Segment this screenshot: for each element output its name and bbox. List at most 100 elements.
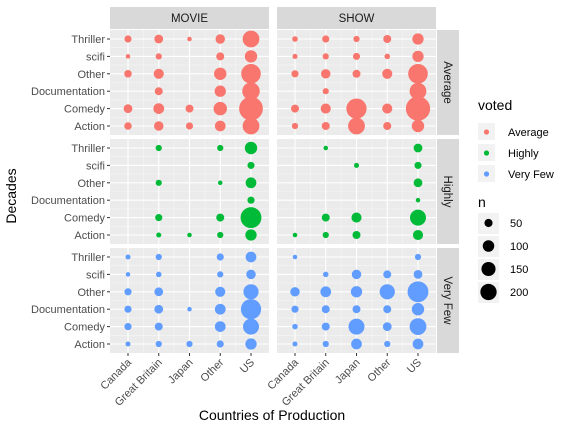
- data-point: [154, 121, 164, 131]
- data-point: [411, 119, 425, 133]
- data-point: [292, 232, 298, 238]
- legend-size-dot: [482, 240, 495, 252]
- data-point: [217, 144, 224, 152]
- data-point: [243, 284, 259, 300]
- data-point: [413, 178, 423, 188]
- data-point: [384, 340, 391, 348]
- color-legend-keys: Average Highly Very Few: [478, 123, 554, 182]
- strip-background: [437, 248, 459, 353]
- panel-movie-average: [110, 30, 269, 135]
- y-tick-label: Comedy: [64, 104, 105, 116]
- data-point: [320, 286, 332, 298]
- data-point: [124, 122, 132, 130]
- row-strip-highly: Highly: [437, 139, 459, 244]
- data-point: [155, 253, 162, 261]
- data-point: [125, 254, 131, 260]
- data-point: [322, 271, 329, 278]
- data-point: [408, 64, 428, 84]
- data-point: [414, 161, 422, 169]
- data-point: [409, 318, 427, 335]
- data-point: [241, 64, 261, 84]
- data-point: [383, 122, 392, 130]
- data-point: [187, 36, 192, 42]
- x-tick-label: US: [238, 357, 257, 376]
- data-point: [154, 287, 164, 297]
- size-legend-title: n: [478, 194, 486, 210]
- y-tick-label: Comedy: [64, 213, 105, 225]
- data-points: [123, 30, 431, 350]
- facet-panels: [110, 30, 436, 353]
- data-point: [383, 305, 392, 314]
- data-point: [187, 232, 192, 238]
- data-point: [379, 284, 395, 300]
- legend-size-label: 150: [510, 264, 528, 276]
- data-point: [321, 69, 331, 79]
- y-tick-label: Other: [77, 178, 105, 190]
- data-point: [187, 306, 192, 312]
- data-point: [247, 161, 255, 169]
- x-tick-label: Other: [365, 356, 393, 384]
- y-tick-label: Action: [74, 121, 105, 133]
- data-point: [413, 143, 423, 153]
- data-point: [240, 299, 262, 320]
- data-point: [322, 88, 329, 95]
- data-point: [185, 104, 194, 113]
- data-point: [322, 340, 329, 348]
- data-point: [346, 98, 367, 119]
- data-point: [217, 180, 223, 186]
- data-point: [320, 103, 331, 114]
- data-point: [217, 231, 224, 239]
- data-point: [382, 103, 393, 114]
- data-point: [246, 269, 256, 280]
- data-point: [186, 340, 193, 348]
- data-point: [292, 53, 298, 59]
- data-point: [348, 117, 365, 135]
- data-point: [245, 229, 257, 241]
- data-point: [155, 144, 162, 152]
- row-strip-label: Average: [441, 61, 453, 104]
- data-point: [412, 229, 424, 241]
- data-point: [322, 35, 330, 43]
- data-point: [124, 323, 132, 331]
- data-point: [155, 214, 163, 222]
- data-point: [125, 54, 131, 59]
- data-point: [213, 101, 227, 116]
- data-point: [216, 52, 225, 61]
- data-point: [353, 162, 360, 168]
- data-point: [214, 85, 226, 97]
- data-point: [407, 281, 429, 303]
- legend-size-label: 100: [510, 241, 528, 253]
- data-point: [291, 122, 299, 130]
- data-point: [321, 122, 330, 130]
- data-point: [291, 70, 299, 78]
- data-point: [214, 303, 226, 315]
- data-point: [239, 96, 263, 121]
- data-point: [214, 321, 226, 332]
- x-axis-title: Countries of Production: [199, 407, 345, 423]
- x-tick-label: Japan: [166, 357, 196, 387]
- data-point: [323, 145, 329, 151]
- data-point: [245, 338, 257, 350]
- data-point: [125, 341, 131, 347]
- legend-key-label: Very Few: [508, 169, 554, 181]
- data-point: [214, 67, 227, 80]
- y-tick-label: Thriller: [71, 34, 105, 46]
- y-tick-label: Other: [77, 287, 105, 299]
- legend-size-label: 50: [510, 218, 522, 230]
- data-point: [153, 68, 164, 79]
- data-point: [412, 338, 424, 350]
- data-point: [412, 33, 424, 45]
- data-point: [321, 305, 330, 314]
- data-point: [322, 231, 329, 239]
- strip-background: [437, 30, 459, 135]
- x-tick-label: US: [405, 357, 424, 376]
- y-tick-label: scifi: [86, 51, 105, 63]
- data-point: [217, 271, 224, 278]
- data-point: [215, 286, 226, 297]
- data-point: [411, 303, 425, 316]
- data-point: [124, 70, 132, 78]
- data-point: [352, 52, 361, 60]
- data-point: [291, 104, 299, 113]
- data-point: [242, 117, 260, 135]
